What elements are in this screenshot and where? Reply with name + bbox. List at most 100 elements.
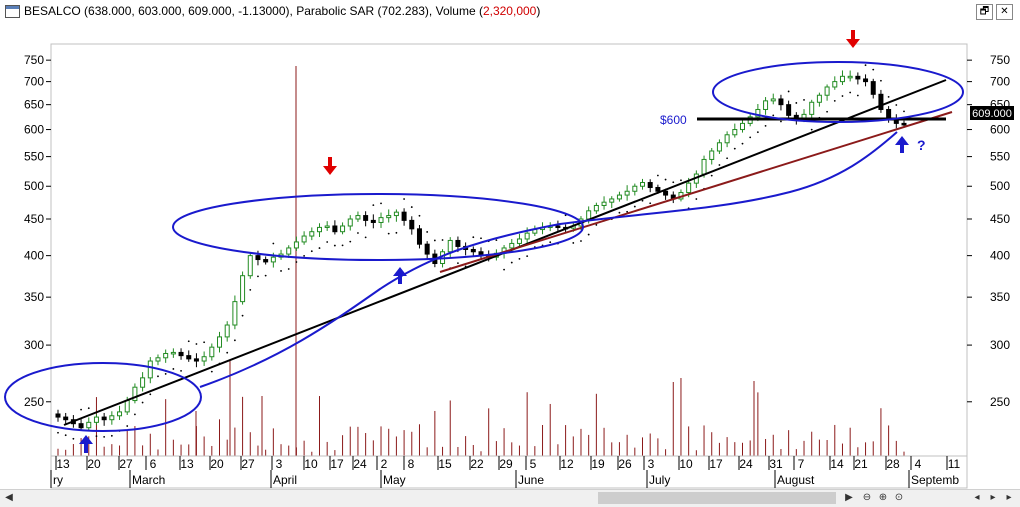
x-day-label: 6 xyxy=(150,457,157,471)
sar-dot xyxy=(372,204,375,207)
sar-dot xyxy=(633,205,636,208)
sar-dot xyxy=(656,174,659,177)
candle-body xyxy=(209,346,215,358)
candle-body xyxy=(870,81,876,95)
y-tick-label-left: 650 xyxy=(24,98,44,112)
candle-body xyxy=(340,225,346,233)
x-day-label: 13 xyxy=(180,457,194,471)
y-tick-label-left: 550 xyxy=(24,150,44,164)
sar-dot xyxy=(872,68,875,71)
candle-body xyxy=(447,239,453,253)
candle-body xyxy=(270,256,276,263)
y-tick-label-left: 250 xyxy=(24,395,44,409)
sar-dot xyxy=(457,262,459,265)
sar-dot xyxy=(110,434,113,437)
sar-dot xyxy=(803,99,805,101)
candle-body xyxy=(786,104,792,116)
zoom-reset-icon[interactable]: ⊙ xyxy=(894,492,904,503)
scroll-left-arrow-icon[interactable]: ◀ xyxy=(5,492,13,503)
candle-body xyxy=(632,185,638,192)
sar-dot xyxy=(580,240,582,242)
sar-dot xyxy=(410,206,413,208)
sar-dot xyxy=(887,95,890,98)
zoom-out-icon[interactable]: ⊖ xyxy=(862,492,872,503)
candle-body xyxy=(393,211,399,217)
candle-body xyxy=(424,243,430,255)
y-tick-label-left: 500 xyxy=(24,179,44,193)
sar-dot xyxy=(426,231,429,233)
sar-dot xyxy=(357,232,359,234)
y-tick-label-right: 600 xyxy=(990,123,1010,137)
sar-dot xyxy=(341,244,344,247)
sar-dot xyxy=(87,407,90,410)
y-tick-label-left: 700 xyxy=(24,75,44,89)
x-day-label: 12 xyxy=(560,457,574,471)
x-axis-month-labels: ry March April May June July August Septemb xyxy=(50,470,959,488)
x-day-label: 10 xyxy=(679,457,693,471)
x-day-label: 20 xyxy=(210,457,224,471)
volume-bars xyxy=(57,66,905,456)
close-window-button[interactable]: ✕ xyxy=(996,4,1013,20)
zoom-in-icon[interactable]: ⊕ xyxy=(878,492,888,503)
x-day-label: 17 xyxy=(709,457,723,471)
sar-dot xyxy=(618,211,621,214)
candle-body xyxy=(140,377,146,388)
red-down-arrow-icon xyxy=(323,157,337,175)
nav-right-icon[interactable]: ▸ xyxy=(990,492,996,503)
candle-body xyxy=(770,98,776,102)
candle-body xyxy=(701,158,707,175)
x-day-label: 13 xyxy=(56,457,70,471)
y-tick-label-right: 450 xyxy=(990,212,1010,226)
candle-body xyxy=(217,336,223,348)
candle-body xyxy=(470,248,476,253)
horizontal-scrollbar[interactable]: ◀ ▶ ⊖ ⊕ ⊙ ◂ ▸ ▸ xyxy=(0,489,1020,507)
chart-title-suffix: ) xyxy=(536,4,541,18)
sar-dot xyxy=(741,142,744,145)
candle-body xyxy=(832,81,838,88)
candle-body xyxy=(901,122,907,126)
candle-body xyxy=(824,86,830,96)
sar-dot xyxy=(626,210,629,213)
sar-dot xyxy=(326,241,329,243)
ellipse-low xyxy=(4,362,202,432)
scrollbar-thumb[interactable] xyxy=(598,492,836,504)
candle-body xyxy=(109,415,115,421)
scroll-right-arrow-icon[interactable]: ▶ xyxy=(845,492,853,503)
candle-body xyxy=(309,231,315,237)
sar-dot xyxy=(726,157,729,160)
candle-body xyxy=(416,228,422,245)
ellipse-mid xyxy=(172,193,584,261)
sar-dot xyxy=(157,375,159,378)
x-day-label: 28 xyxy=(886,457,900,471)
price-chart[interactable]: ? $600 250300350400450500550600650700750… xyxy=(0,24,1020,489)
sar-dot xyxy=(233,339,236,342)
candle-body xyxy=(724,134,730,144)
candle-body xyxy=(355,215,361,220)
ellipse-top xyxy=(712,61,964,123)
sar-dot xyxy=(57,431,59,434)
x-day-label: 10 xyxy=(304,457,318,471)
chart-title-bar: BESALCO (638.000, 603.000, 609.000, -1.1… xyxy=(0,0,1020,25)
last-price-label: 609.000 xyxy=(972,108,1012,120)
candle-body xyxy=(324,225,330,228)
candle-body xyxy=(86,421,92,429)
candle-body xyxy=(609,198,615,203)
candle-body xyxy=(655,186,661,192)
candle-body xyxy=(732,129,738,136)
nav-left-icon[interactable]: ◂ xyxy=(974,492,980,503)
x-day-label: 22 xyxy=(470,457,484,471)
sar-dot xyxy=(595,224,598,226)
sar-dot xyxy=(257,275,259,278)
candle-body xyxy=(224,324,230,338)
candle-body xyxy=(516,238,522,244)
x-day-label: 4 xyxy=(915,457,922,471)
sar-dot xyxy=(126,425,129,427)
nav-end-icon[interactable]: ▸ xyxy=(1006,492,1012,503)
candle-body xyxy=(863,78,869,83)
candle-body xyxy=(709,150,715,160)
x-day-label: 20 xyxy=(87,457,101,471)
candle-body xyxy=(93,416,99,423)
restore-window-button[interactable]: 🗗 xyxy=(976,4,993,20)
sar-dot xyxy=(680,179,682,182)
question-mark-annotation: ? xyxy=(917,137,926,153)
